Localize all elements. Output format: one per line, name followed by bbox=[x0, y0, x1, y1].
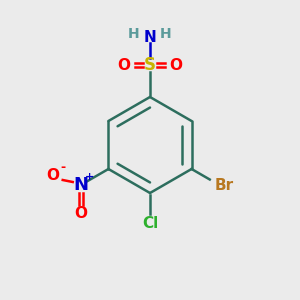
Text: N: N bbox=[73, 176, 88, 194]
Text: -: - bbox=[60, 160, 65, 173]
Text: N: N bbox=[144, 29, 156, 44]
Text: O: O bbox=[74, 206, 87, 220]
Text: O: O bbox=[46, 169, 59, 184]
Text: +: + bbox=[85, 172, 94, 182]
Text: S: S bbox=[144, 56, 156, 74]
Text: O: O bbox=[169, 58, 182, 73]
Text: H: H bbox=[128, 27, 140, 41]
Text: H: H bbox=[160, 27, 172, 41]
Text: Cl: Cl bbox=[142, 215, 158, 230]
Text: O: O bbox=[118, 58, 130, 73]
Text: Br: Br bbox=[214, 178, 234, 193]
